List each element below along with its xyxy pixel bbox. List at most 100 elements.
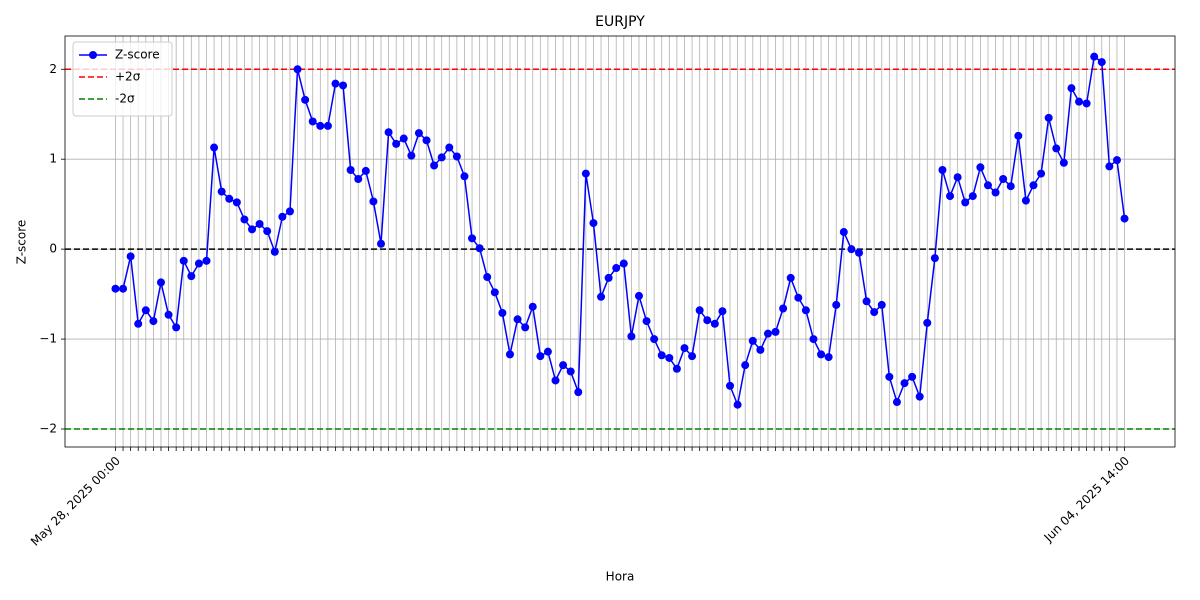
data-point <box>141 306 150 315</box>
y-axis-label: Z-score <box>15 220 29 265</box>
data-point <box>452 152 461 161</box>
data-point <box>225 194 234 203</box>
data-point <box>983 181 992 190</box>
data-point <box>1112 156 1121 165</box>
data-point <box>991 188 1000 197</box>
data-point <box>513 315 522 324</box>
data-point <box>748 336 757 345</box>
data-point <box>786 273 795 282</box>
data-point <box>445 143 454 152</box>
data-point <box>968 192 977 201</box>
data-point <box>688 352 697 361</box>
data-point <box>255 219 264 228</box>
data-point <box>634 291 643 300</box>
data-point <box>794 293 803 302</box>
data-point <box>263 227 272 236</box>
data-point <box>938 166 947 175</box>
data-point <box>316 121 325 130</box>
data-point <box>741 361 750 370</box>
data-point <box>870 308 879 317</box>
data-point <box>543 347 552 356</box>
data-point <box>559 361 568 370</box>
data-point <box>377 239 386 248</box>
data-point <box>612 264 621 273</box>
data-point <box>801 306 810 315</box>
data-point <box>885 372 894 381</box>
data-point <box>301 95 310 104</box>
data-point <box>961 198 970 207</box>
plot-frame <box>64 35 1176 448</box>
data-point <box>422 136 431 145</box>
data-point <box>172 323 181 332</box>
data-point <box>505 350 514 359</box>
data-point <box>179 256 188 265</box>
data-point <box>726 381 735 390</box>
data-point <box>521 323 530 332</box>
data-point <box>930 254 939 263</box>
data-point <box>369 197 378 206</box>
y-tick-label: −2 <box>39 422 57 436</box>
data-point <box>574 388 583 397</box>
data-point <box>210 143 219 152</box>
data-point <box>437 153 446 162</box>
data-point <box>194 259 203 268</box>
data-point <box>149 317 158 326</box>
data-point <box>270 247 279 256</box>
data-point <box>407 151 416 160</box>
data-point <box>331 79 340 88</box>
data-point <box>187 272 196 281</box>
data-point <box>854 248 863 257</box>
data-point <box>923 318 932 327</box>
data-point <box>354 174 363 183</box>
y-tick-label: 0 <box>49 242 57 256</box>
data-point <box>323 121 332 130</box>
data-point <box>339 81 348 90</box>
data-point <box>232 198 241 207</box>
data-point <box>892 398 901 407</box>
data-point <box>824 353 833 362</box>
data-point <box>1014 131 1023 140</box>
data-point <box>134 319 143 328</box>
data-point <box>202 256 211 265</box>
y-tick-label: 1 <box>49 152 57 166</box>
data-point <box>650 335 659 344</box>
data-point <box>877 300 886 309</box>
data-point <box>1105 162 1114 171</box>
data-point <box>566 367 575 376</box>
data-point <box>953 173 962 182</box>
data-point <box>718 307 727 316</box>
data-point <box>1097 58 1106 67</box>
legend-label: +2σ <box>115 70 141 84</box>
data-point <box>1006 182 1015 191</box>
data-point <box>414 129 423 138</box>
legend-box <box>72 41 173 117</box>
data-point <box>293 65 302 74</box>
data-point <box>627 332 636 341</box>
x-axis-label: Hora <box>606 570 635 584</box>
data-point <box>240 215 249 224</box>
data-point <box>847 245 856 254</box>
data-point <box>1075 97 1084 106</box>
data-point <box>126 252 135 261</box>
data-point <box>384 128 393 137</box>
data-point <box>1052 144 1061 153</box>
data-point <box>756 345 765 354</box>
data-point <box>490 288 499 297</box>
data-point <box>665 353 674 362</box>
data-point <box>468 234 477 243</box>
data-point <box>771 327 780 336</box>
chart-title: EURJPY <box>595 14 645 30</box>
data-point <box>1021 196 1030 205</box>
data-point <box>1067 84 1076 93</box>
data-point <box>111 284 120 293</box>
data-point <box>119 284 128 293</box>
data-point <box>1082 99 1091 108</box>
data-point <box>278 212 287 221</box>
data-point <box>361 166 370 175</box>
data-point <box>832 300 841 309</box>
data-point <box>908 372 917 381</box>
data-point <box>672 364 681 373</box>
data-point <box>619 259 628 268</box>
y-tick-label: 2 <box>49 62 57 76</box>
